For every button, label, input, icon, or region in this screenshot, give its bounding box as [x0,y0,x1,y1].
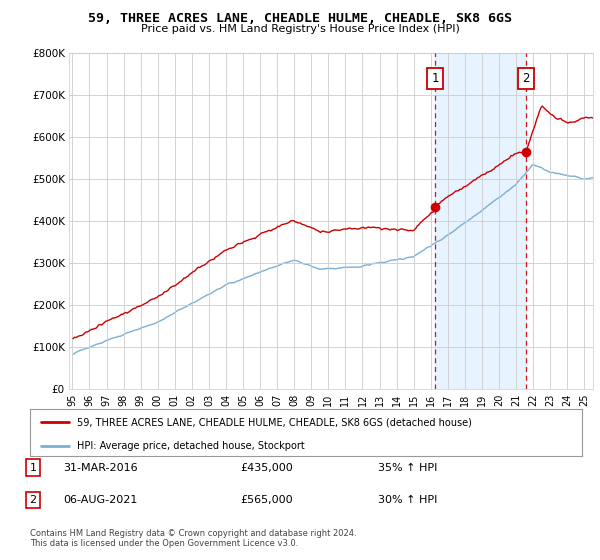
Text: £435,000: £435,000 [240,463,293,473]
Text: HPI: Average price, detached house, Stockport: HPI: Average price, detached house, Stoc… [77,441,305,451]
Text: 59, THREE ACRES LANE, CHEADLE HULME, CHEADLE, SK8 6GS: 59, THREE ACRES LANE, CHEADLE HULME, CHE… [88,12,512,25]
Text: 1: 1 [431,72,439,85]
Text: 59, THREE ACRES LANE, CHEADLE HULME, CHEADLE, SK8 6GS (detached house): 59, THREE ACRES LANE, CHEADLE HULME, CHE… [77,417,472,427]
Text: 35% ↑ HPI: 35% ↑ HPI [378,463,437,473]
Text: This data is licensed under the Open Government Licence v3.0.: This data is licensed under the Open Gov… [30,539,298,548]
Text: 31-MAR-2016: 31-MAR-2016 [63,463,137,473]
Text: 06-AUG-2021: 06-AUG-2021 [63,495,137,505]
Text: Price paid vs. HM Land Registry's House Price Index (HPI): Price paid vs. HM Land Registry's House … [140,24,460,34]
Text: 1: 1 [29,463,37,473]
Text: Contains HM Land Registry data © Crown copyright and database right 2024.: Contains HM Land Registry data © Crown c… [30,529,356,538]
Text: 30% ↑ HPI: 30% ↑ HPI [378,495,437,505]
Text: 2: 2 [522,72,530,85]
Text: 2: 2 [29,495,37,505]
Text: £565,000: £565,000 [240,495,293,505]
Bar [435,53,526,389]
